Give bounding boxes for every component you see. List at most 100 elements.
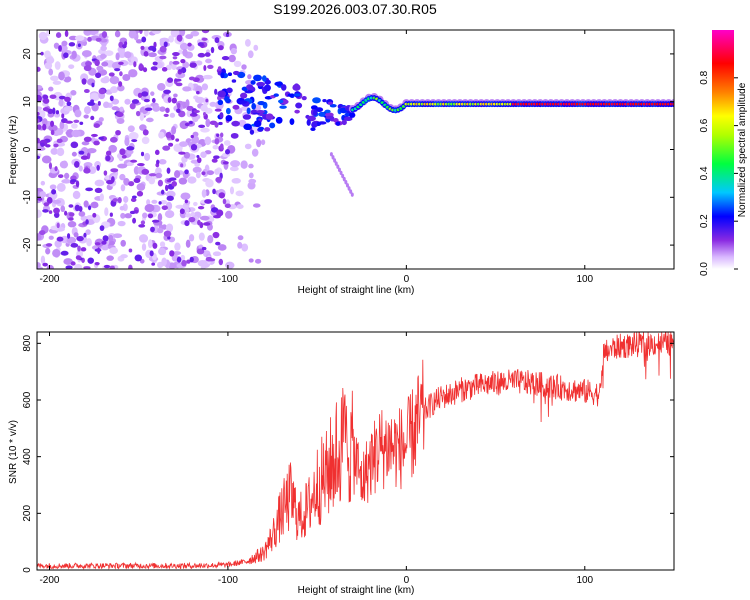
noise-blob	[167, 96, 172, 103]
noise-speckle	[141, 243, 147, 251]
noise-blob	[91, 133, 98, 137]
colorbar-tick-label: 0.6	[699, 118, 710, 132]
noise-blob	[214, 37, 220, 44]
noise-speckle	[155, 167, 162, 175]
noise-speckle	[182, 86, 192, 92]
noise-blob	[188, 120, 193, 125]
noise-blob	[222, 161, 229, 165]
noise-speckle	[59, 160, 69, 169]
transition-blob	[240, 92, 248, 99]
noise-speckle	[212, 251, 222, 257]
transition-blob	[232, 104, 240, 110]
noise-blob	[75, 255, 82, 260]
noise-blob	[94, 59, 100, 67]
noise-speckle	[90, 201, 99, 209]
noise-speckle	[108, 144, 117, 153]
noise-speckle	[128, 30, 137, 39]
noise-speckle	[251, 148, 259, 157]
noise-speckle	[106, 255, 114, 261]
noise-blob	[167, 142, 174, 147]
noise-speckle	[187, 176, 197, 184]
transition-blob	[242, 114, 252, 120]
noise-speckle	[111, 98, 120, 105]
noise-speckle	[39, 191, 47, 198]
noise-blob	[141, 91, 149, 97]
transition-blob	[253, 120, 262, 128]
noise-speckle	[104, 207, 109, 217]
noise-blob	[212, 231, 220, 239]
noise-speckle	[206, 170, 215, 176]
noise-blob	[132, 217, 137, 224]
streak-blob	[342, 176, 346, 182]
noise-speckle	[158, 247, 167, 256]
noise-speckle	[71, 123, 78, 129]
noise-speckle	[52, 80, 62, 85]
noise-blob	[211, 207, 219, 213]
noise-blob	[197, 52, 206, 58]
noise-speckle	[37, 106, 43, 111]
noise-blob	[184, 199, 189, 204]
noise-speckle	[260, 139, 266, 146]
noise-blob	[42, 107, 50, 112]
noise-speckle	[116, 117, 125, 124]
noise-speckle	[165, 223, 174, 233]
noise-blob	[174, 78, 182, 82]
noise-blob	[211, 158, 218, 163]
noise-blob	[201, 171, 206, 176]
noise-speckle	[119, 173, 126, 181]
noise-blob	[93, 123, 101, 128]
streak-blob	[349, 189, 353, 194]
noise-speckle	[86, 147, 97, 154]
streak-blob	[333, 158, 337, 163]
noise-blob	[163, 230, 172, 237]
transition-blob	[315, 107, 324, 113]
noise-blob	[97, 247, 101, 254]
noise-blob	[142, 67, 148, 73]
transition-blob	[218, 121, 223, 126]
noise-blob	[204, 199, 213, 204]
spectrogram-ylabel: Frequency (Hz)	[8, 116, 19, 185]
transition-blob	[294, 93, 301, 97]
noise-blob	[56, 222, 60, 229]
noise-blob	[37, 155, 41, 160]
noise-speckle	[37, 209, 42, 218]
noise-blob	[172, 56, 178, 60]
noise-blob	[147, 213, 154, 219]
noise-speckle	[148, 177, 156, 185]
noise-blob	[172, 60, 180, 65]
noise-speckle	[48, 235, 54, 240]
noise-speckle	[174, 242, 181, 251]
noise-blob	[189, 256, 194, 263]
noise-blob	[106, 180, 114, 185]
noise-speckle	[159, 39, 164, 47]
noise-blob	[83, 232, 87, 238]
transition-blob	[231, 79, 237, 83]
noise-blob	[97, 100, 101, 106]
noise-blob	[163, 89, 171, 94]
noise-blob	[87, 257, 94, 264]
transition-blob	[278, 99, 284, 104]
transition-blob	[318, 111, 326, 117]
noise-speckle	[195, 171, 201, 179]
noise-blob	[152, 242, 158, 249]
noise-blob	[50, 129, 55, 136]
snr-plot-area	[37, 332, 674, 570]
noise-blob	[162, 145, 171, 151]
transition-blob	[256, 81, 266, 87]
spectrogram-xtick-label: -100	[218, 274, 238, 285]
noise-speckle	[83, 106, 91, 115]
noise-speckle	[244, 143, 252, 150]
noise-speckle	[165, 64, 172, 71]
noise-speckle	[241, 64, 247, 70]
noise-speckle	[141, 136, 150, 145]
noise-blob	[201, 30, 210, 34]
noise-blob	[130, 159, 138, 163]
noise-speckle	[190, 211, 195, 217]
noise-speckle	[117, 163, 128, 169]
noise-speckle	[38, 31, 48, 41]
noise-speckle	[202, 74, 213, 80]
noise-speckle	[200, 151, 207, 158]
noise-speckle	[72, 190, 81, 200]
noise-speckle	[231, 178, 241, 184]
